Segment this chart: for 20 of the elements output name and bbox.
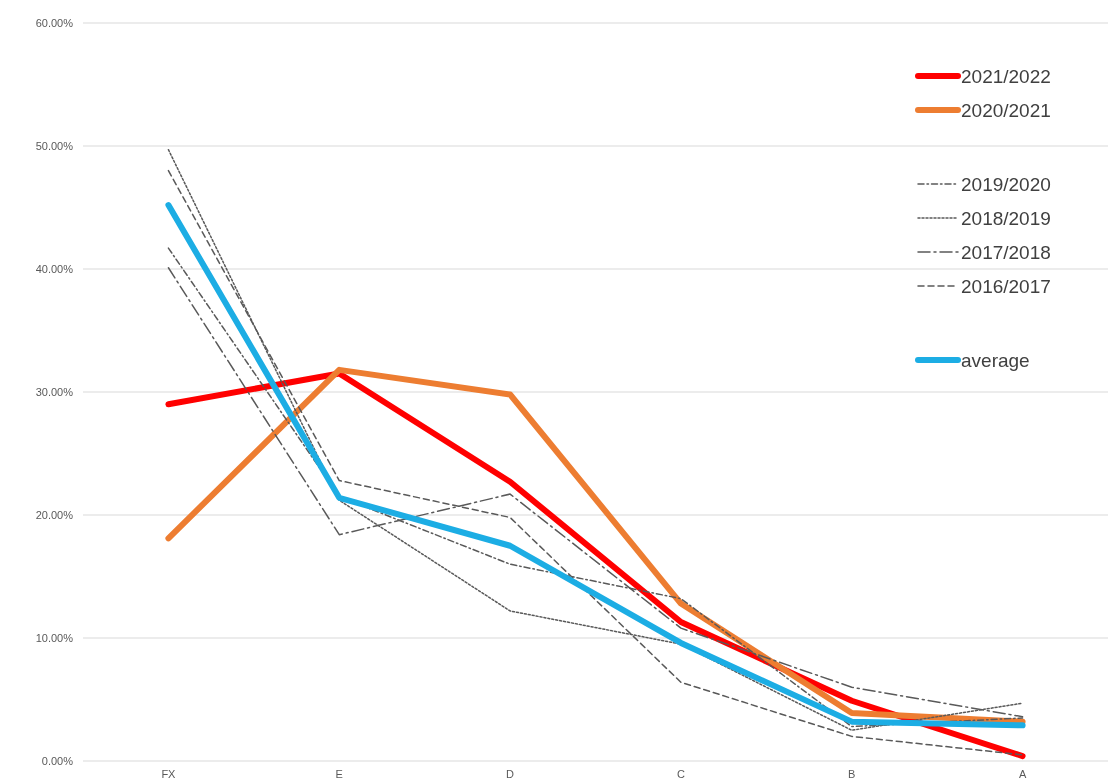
- legend-label: 2018/2019: [961, 207, 1051, 229]
- y-tick-label: 0.00%: [41, 754, 74, 767]
- y-tick-label: 60.00%: [35, 16, 74, 29]
- y-tick-label: 10.00%: [35, 631, 74, 644]
- y-tick-label: 20.00%: [35, 508, 74, 521]
- x-tick-label: E: [335, 768, 343, 780]
- x-tick-label: C: [676, 768, 685, 780]
- y-tick-label: 40.00%: [35, 262, 74, 275]
- legend-label: 2021/2022: [961, 65, 1051, 87]
- y-tick-label: 50.00%: [35, 139, 74, 152]
- legend-label: 2016/2017: [961, 275, 1051, 297]
- legend-label: 2019/2020: [961, 173, 1051, 195]
- x-tick-label: FX: [161, 768, 177, 780]
- x-tick-label: A: [1018, 768, 1027, 780]
- y-tick-label: 30.00%: [35, 385, 74, 398]
- x-tick-label: B: [848, 768, 856, 780]
- legend-label: 2017/2018: [961, 241, 1051, 263]
- x-tick-label: D: [506, 768, 515, 780]
- legend-label: 2020/2021: [961, 99, 1051, 121]
- legend-label: average: [961, 349, 1030, 371]
